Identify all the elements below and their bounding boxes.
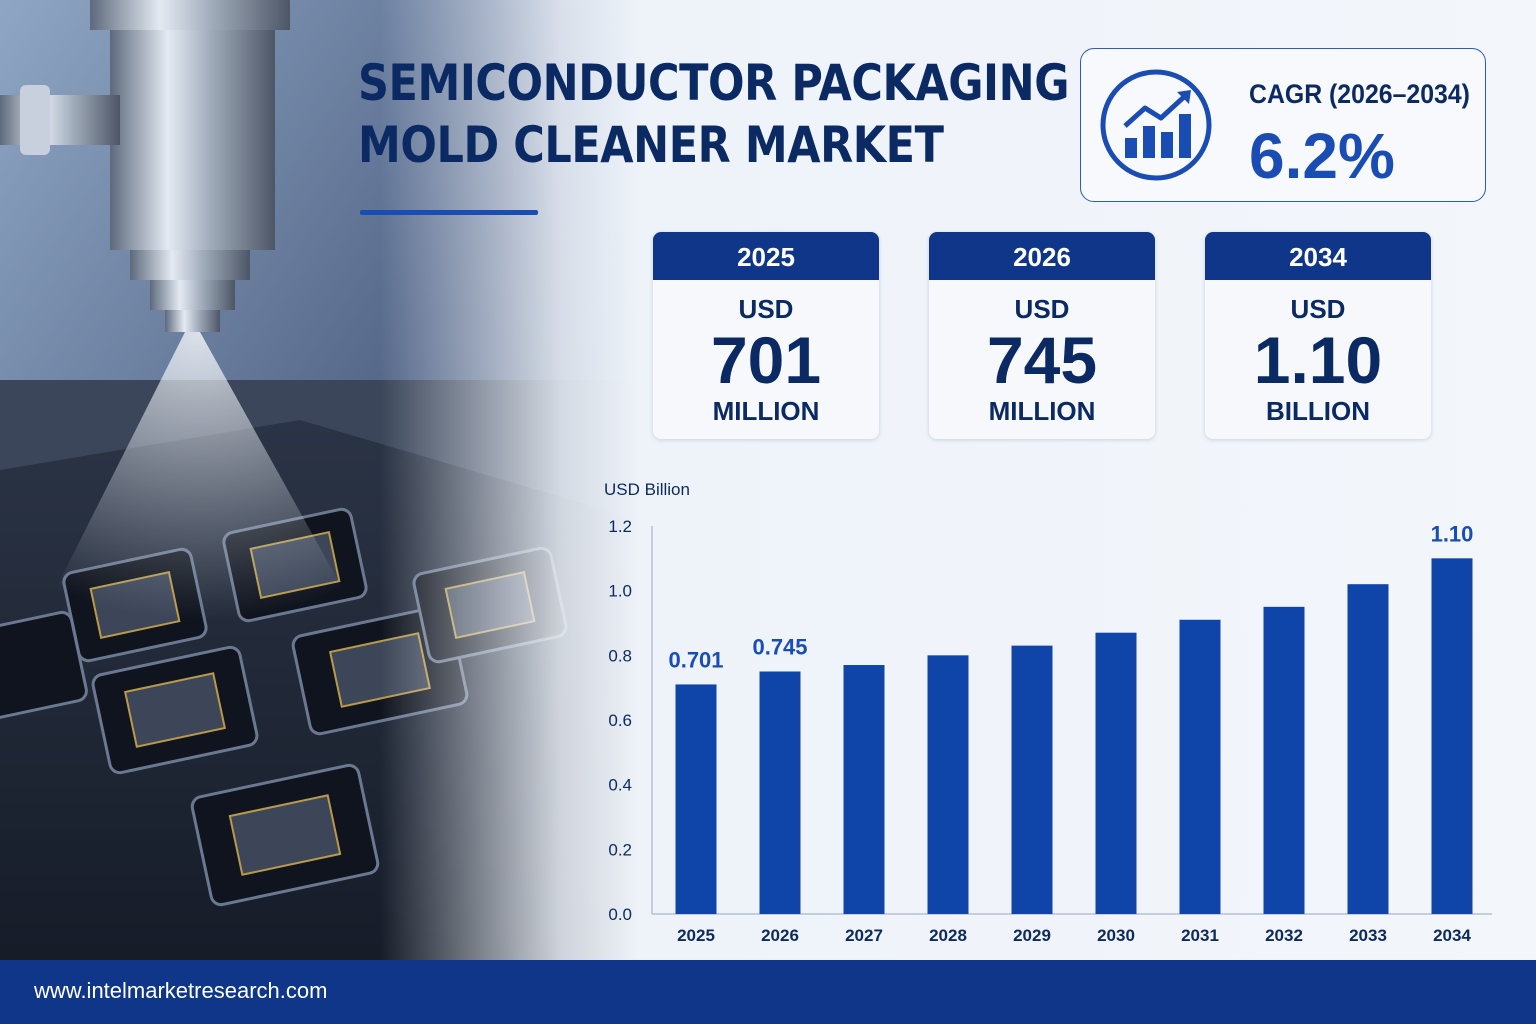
value-card-2025: 2025 USD 701 MILLION (653, 232, 879, 439)
bar-2034 (1431, 558, 1473, 914)
bars (675, 558, 1473, 914)
x-tick-label: 2034 (1433, 926, 1471, 945)
card-unit: USD (1290, 294, 1346, 324)
x-tick-label: 2025 (677, 926, 715, 945)
y-axis-ticks: 0.0 0.2 0.4 0.6 0.8 1.0 1.2 (608, 517, 632, 924)
x-tick-label: 2028 (929, 926, 967, 945)
x-tick-label: 2031 (1181, 926, 1219, 945)
x-tick-label: 2030 (1097, 926, 1135, 945)
title-line-1: SEMICONDUCTOR PACKAGING (358, 54, 1070, 112)
data-label-2034: 1.10 (1431, 521, 1474, 546)
y-tick-label: 0.6 (608, 711, 632, 730)
card-scale: BILLION (1266, 396, 1370, 426)
card-year: 2034 (1205, 232, 1431, 280)
x-tick-label: 2027 (845, 926, 883, 945)
y-tick-label: 0.0 (608, 905, 632, 924)
value-card-2034: 2034 USD 1.10 BILLION (1205, 232, 1431, 439)
card-number: 1.10 (1253, 323, 1383, 397)
bar-2032 (1263, 606, 1305, 914)
y-tick-label: 0.2 (608, 840, 632, 859)
value-card-2026: 2026 USD 745 MILLION (929, 232, 1155, 439)
card-unit: USD (738, 294, 794, 324)
x-tick-label: 2026 (761, 926, 799, 945)
x-tick-label: 2029 (1013, 926, 1051, 945)
x-axis-ticks: 2025 2026 2027 2028 2029 2030 2031 2032 2033 2034 (677, 926, 1471, 945)
data-label-2026: 0.745 (752, 635, 807, 660)
growth-chart-icon (1100, 69, 1212, 181)
data-label-2025: 0.701 (668, 647, 723, 672)
card-scale: MILLION (712, 396, 820, 426)
y-tick-label: 1.2 (608, 517, 632, 536)
bar-2030 (1095, 632, 1137, 914)
card-number: 745 (986, 323, 1098, 397)
title-line-2: MOLD CLEANER MARKET (358, 116, 944, 174)
footer-url[interactable]: www.intelmarketresearch.com (34, 978, 328, 1003)
y-tick-label: 0.4 (608, 776, 632, 795)
y-tick-label: 0.8 (608, 646, 632, 665)
card-scale: MILLION (988, 396, 1096, 426)
bar-2028 (927, 655, 969, 914)
x-tick-label: 2033 (1349, 926, 1387, 945)
data-labels: 0.701 0.745 1.10 (668, 521, 1473, 672)
bar-2025 (675, 684, 717, 914)
bar-2029 (1011, 645, 1053, 914)
card-unit: USD (1014, 294, 1070, 324)
bar-2033 (1347, 584, 1389, 914)
card-number: 701 (710, 323, 822, 397)
market-bar-chart: USD Billion 0.00.20.40.60.81.01.2 2025 20… (604, 480, 1492, 945)
card-year: 2025 (653, 232, 879, 280)
title-underline (360, 210, 538, 215)
y-tick-label: 1.0 (608, 582, 632, 601)
footer-bar: www.intelmarketresearch.com (0, 960, 1536, 1024)
cagr-box: CAGR (2026–2034) 6.2% (1080, 48, 1486, 202)
cagr-label: CAGR (2026–2034) (1249, 79, 1470, 109)
cagr-value: 6.2% (1249, 120, 1395, 192)
x-tick-label: 2032 (1265, 926, 1303, 945)
bar-2027 (843, 665, 885, 914)
y-axis-label: USD Billion (604, 480, 690, 499)
bar-2026 (759, 671, 801, 914)
page-title: SEMICONDUCTOR PACKAGING MOLD CLEANER MAR… (358, 52, 1070, 176)
card-year: 2026 (929, 232, 1155, 280)
bar-2031 (1179, 619, 1221, 914)
